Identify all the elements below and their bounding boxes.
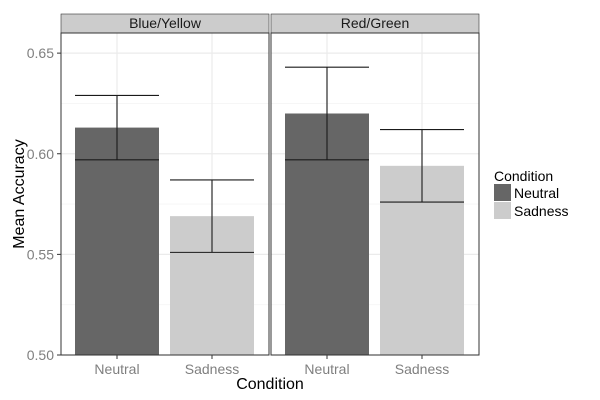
y-tick-label: 0.65 xyxy=(27,45,54,61)
bar-neutral xyxy=(75,127,159,356)
facet-strip-label: Red/Green xyxy=(341,15,409,31)
panel-border xyxy=(270,32,480,356)
x-tick-label: Neutral xyxy=(304,361,349,377)
x-tick-label: Sadness xyxy=(395,361,449,377)
legend-key-sadness xyxy=(494,202,511,219)
legend-label: Sadness xyxy=(514,203,568,219)
facet-strip-label: Blue/Yellow xyxy=(129,15,202,31)
x-tick-label: Neutral xyxy=(94,361,139,377)
y-axis: 0.50 0.55 0.60 0.65 xyxy=(27,45,61,363)
legend-key-neutral xyxy=(494,184,511,201)
y-tick-label: 0.50 xyxy=(27,347,54,363)
y-tick-label: 0.60 xyxy=(27,146,54,162)
panel-border xyxy=(60,32,270,356)
y-axis-title: Mean Accuracy xyxy=(11,139,28,248)
error-bar xyxy=(75,94,159,161)
panel-1: Blue/Yellow Neutral Sadness xyxy=(60,13,270,377)
x-tick-label: Sadness xyxy=(185,361,239,377)
panels-layer: Blue/Yellow Neutral Sadness Red/Green Neutra… xyxy=(60,13,480,377)
legend: Condition Neutral Sadness xyxy=(494,168,568,219)
panel-2: Red/Green Neutral Sadness xyxy=(270,13,480,377)
error-bar xyxy=(170,179,254,253)
error-bar xyxy=(285,66,369,161)
legend-label: Neutral xyxy=(514,185,559,201)
y-tick-label: 0.55 xyxy=(27,246,54,262)
error-bar xyxy=(380,129,464,203)
legend-title: Condition xyxy=(494,168,553,184)
x-axis-title: Condition xyxy=(236,376,304,393)
